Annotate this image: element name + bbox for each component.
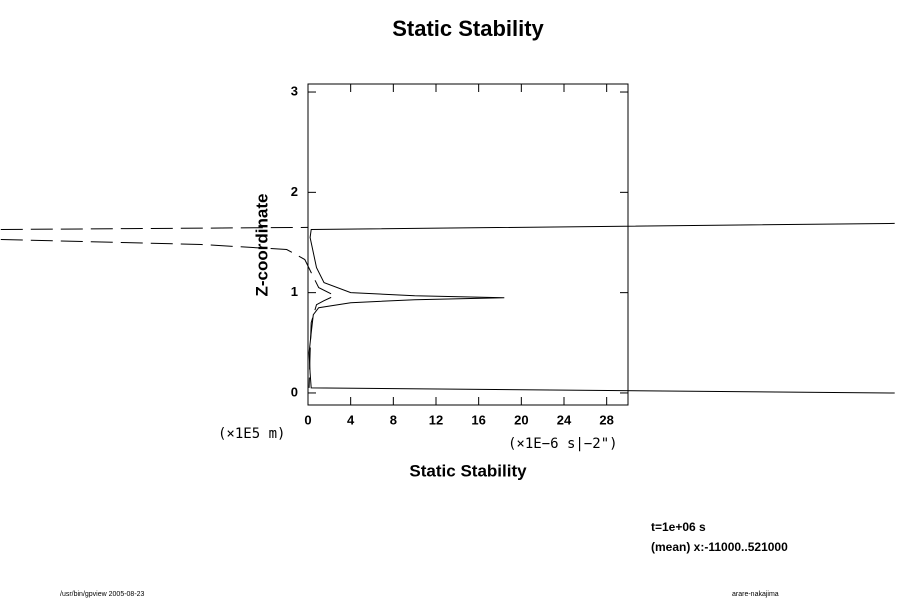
series-line (0, 226, 336, 388)
chart-title: Static Stability (392, 16, 544, 41)
x-tick-label: 12 (429, 412, 443, 427)
y-tick-label: 3 (291, 83, 298, 98)
y-unit: (×1E5 m) (218, 426, 285, 442)
annotation: (mean) x:-11000..521000 (651, 540, 788, 554)
x-tick-label: 24 (557, 412, 572, 427)
footer: arare-nakajima (732, 591, 779, 598)
series-line (308, 222, 895, 394)
y-axis-label: Z-coordinate (252, 194, 271, 297)
y-tick-label: 2 (291, 184, 298, 199)
y-tick-label: 0 (291, 384, 298, 399)
annotation: t=1e+06 s (651, 520, 706, 534)
x-tick-label: 28 (599, 412, 613, 427)
y-tick-label: 1 (291, 284, 298, 299)
x-tick-label: 20 (514, 412, 528, 427)
x-tick-label: 0 (304, 412, 311, 427)
x-tick-label: 16 (471, 412, 485, 427)
footer: /usr/bin/gpview 2005-08-23 (60, 591, 145, 598)
x-tick-label: 4 (347, 412, 355, 427)
plot-frame (307, 83, 629, 406)
x-unit: (×1E−6 s|−2") (508, 436, 618, 452)
x-axis-label: Static Stability (409, 461, 527, 480)
x-tick-label: 8 (390, 412, 397, 427)
